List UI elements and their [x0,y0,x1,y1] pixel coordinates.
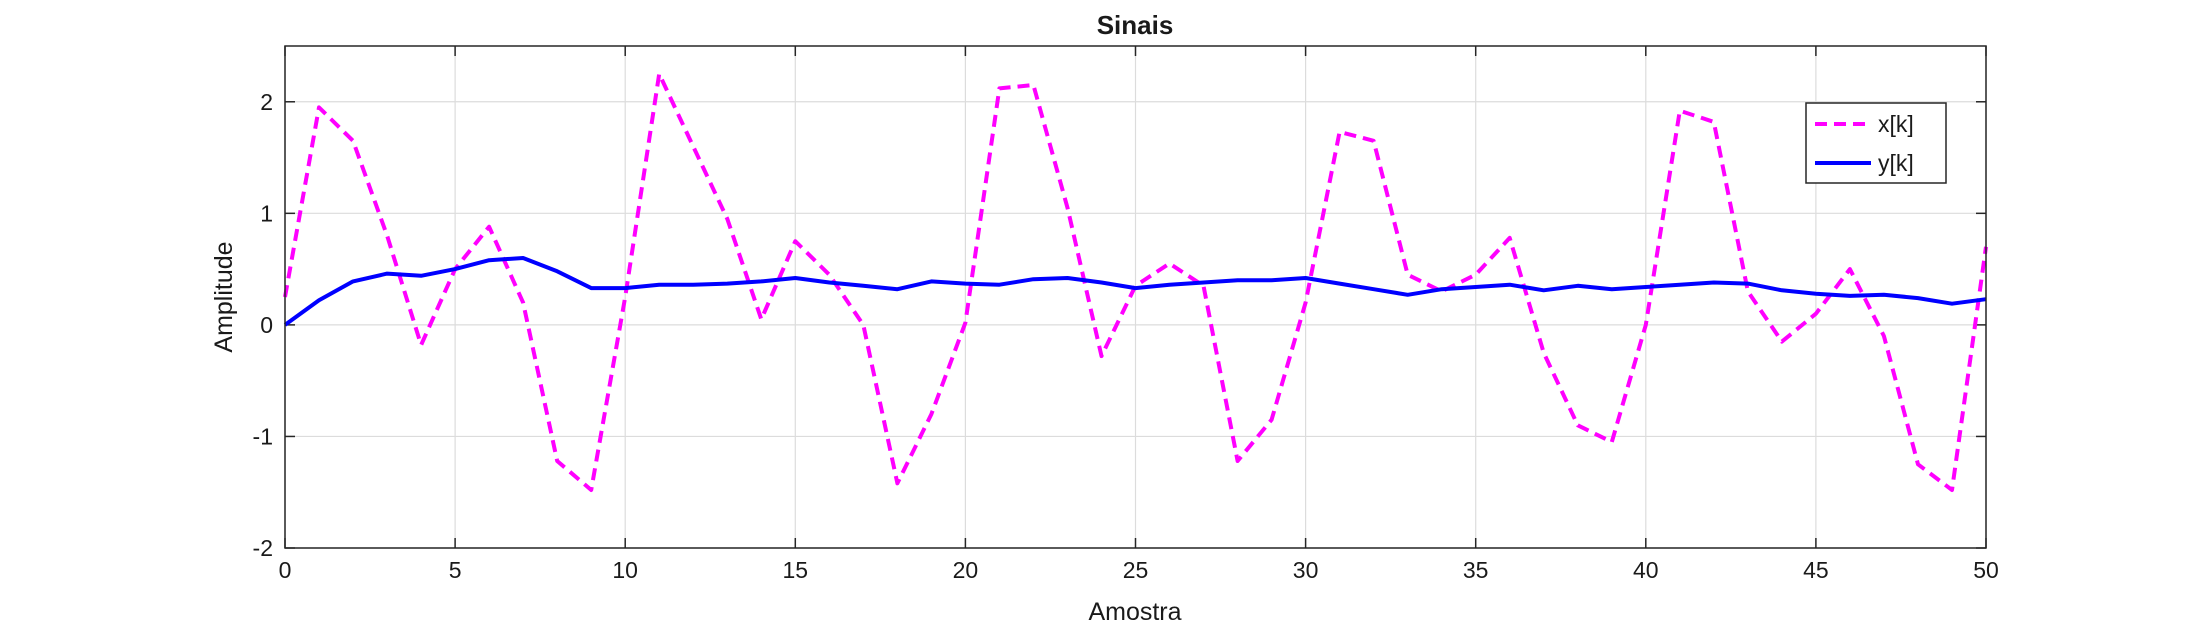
x-tick-label: 25 [1123,557,1149,583]
x-axis-label: Amostra [1088,598,1181,626]
x-tick-label: 0 [279,557,292,583]
y-tick-label: 1 [260,200,273,226]
x-tick-label: 40 [1633,557,1659,583]
legend: x[k] y[k] [1805,102,1947,184]
series-line-x [283,71,1988,492]
x-tick-label: 30 [1293,557,1319,583]
series-lines [283,71,1988,492]
legend-label-y: y[k] [1878,150,1914,176]
y-tick-label: -1 [253,423,273,449]
x-tick-label: 45 [1803,557,1829,583]
y-tick-label: -2 [253,535,273,561]
y-axis-label: Amplitude [210,241,238,352]
x-tick-label: 35 [1463,557,1489,583]
axis-ticks [284,46,1987,549]
x-tick-label: 5 [449,557,462,583]
legend-box [1805,102,1947,184]
x-tick-label: 20 [953,557,979,583]
y-tick-label: 0 [260,312,273,338]
x-tick-label: 10 [612,557,638,583]
x-tick-label: 15 [783,557,809,583]
series-line-y [283,256,1987,327]
legend-label-x: x[k] [1878,111,1914,137]
y-tick-label: 2 [260,89,273,115]
chart-title: Sinais [1097,10,1174,40]
plot-area-frame [284,45,1987,549]
tick-labels: 0 5 10 15 20 25 30 35 40 45 50 -2 -1 0 1 2 [253,89,1999,583]
x-tick-label: 50 [1973,557,1999,583]
